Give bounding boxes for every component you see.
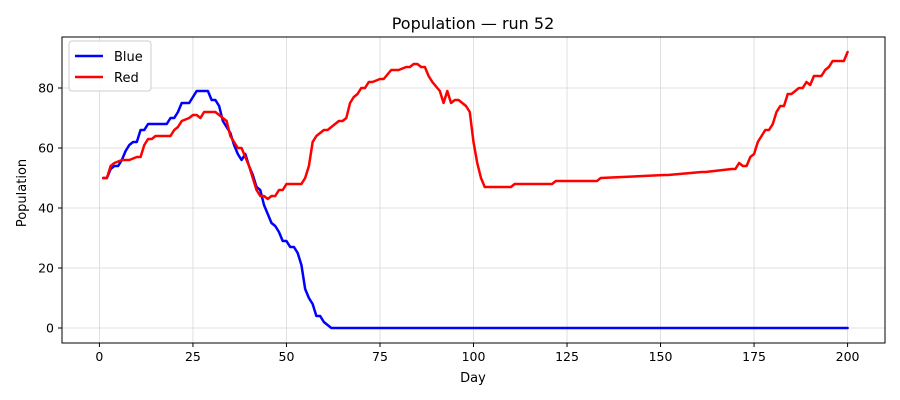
legend-label-red: Red bbox=[114, 71, 139, 86]
y-tick-label: 0 bbox=[46, 321, 54, 336]
chart-title: Population — run 52 bbox=[392, 14, 555, 33]
series-line-red bbox=[101, 50, 849, 201]
x-axis-label: Day bbox=[460, 371, 486, 386]
x-tick-label: 25 bbox=[185, 349, 201, 364]
x-tick-label: 175 bbox=[742, 349, 766, 364]
x-tick-label: 50 bbox=[279, 349, 295, 364]
x-tick-label: 125 bbox=[555, 349, 579, 364]
y-tick-label: 20 bbox=[38, 261, 54, 276]
x-tick-label: 200 bbox=[836, 349, 860, 364]
x-tick-label: 75 bbox=[372, 349, 388, 364]
legend-box bbox=[68, 40, 152, 92]
legend: Blue Red bbox=[68, 40, 152, 92]
tick-layer: 0 25 50 75 100 125 150 175 200 0 20 40 60 80 bbox=[38, 81, 859, 365]
y-tick-label: 40 bbox=[38, 201, 54, 216]
y-axis-label: Population bbox=[15, 159, 30, 227]
x-tick-label: 150 bbox=[649, 349, 673, 364]
y-tick-label: 80 bbox=[38, 81, 54, 96]
y-tick-label: 60 bbox=[38, 141, 54, 156]
legend-label-blue: Blue bbox=[114, 50, 143, 65]
x-tick-label: 100 bbox=[462, 349, 486, 364]
series-layer bbox=[101, 50, 849, 330]
x-tick-label: 0 bbox=[95, 349, 103, 364]
